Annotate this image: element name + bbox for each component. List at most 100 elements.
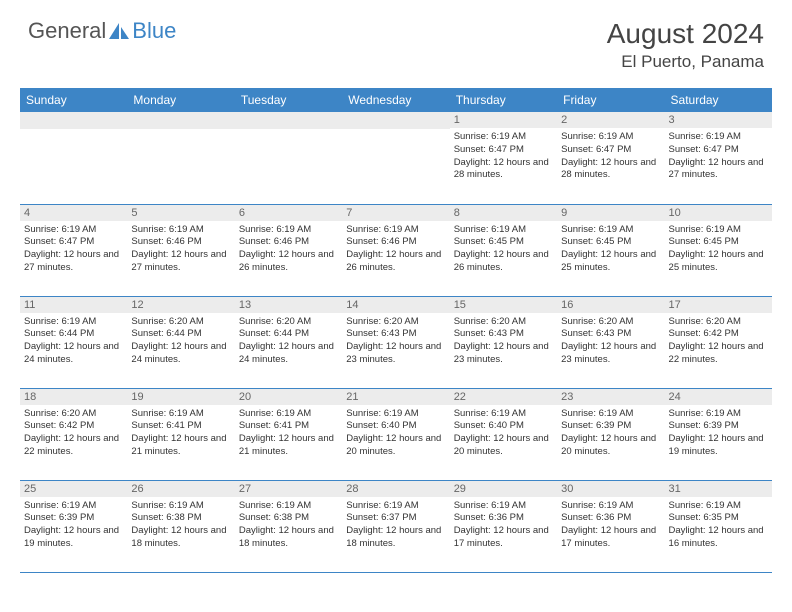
day-details: Sunrise: 6:19 AMSunset: 6:36 PMDaylight:… [454,500,553,551]
daylight-text: Daylight: 12 hours and 24 minutes. [24,341,123,367]
day-details: Sunrise: 6:19 AMSunset: 6:46 PMDaylight:… [131,224,230,275]
day-details: Sunrise: 6:20 AMSunset: 6:42 PMDaylight:… [24,408,123,459]
day-details: Sunrise: 6:19 AMSunset: 6:38 PMDaylight:… [131,500,230,551]
calendar-day-cell: 12Sunrise: 6:20 AMSunset: 6:44 PMDayligh… [127,296,234,388]
calendar-day-cell: 13 Sunrise: 6:20 AMSunset: 6:44 PMDayligh… [235,296,342,388]
calendar-day-cell: 6Sunrise: 6:19 AMSunset: 6:46 PMDaylight… [235,204,342,296]
sunrise-text: Sunrise: 6:20 AM [561,316,660,329]
calendar-day-cell: 10 Sunrise: 6:19 AMSunset: 6:45 PMDayligh… [665,204,772,296]
calendar-day-cell: 4Sunrise: 6:19 AMSunset: 6:47 PMDaylight… [20,204,127,296]
header: General Blue August 2024 El Puerto, Pana… [0,0,792,80]
sunrise-text: Sunrise: 6:19 AM [561,500,660,513]
calendar-day-cell: 18Sunrise: 6:20 AMSunset: 6:42 PMDayligh… [20,388,127,480]
sunset-text: Sunset: 6:46 PM [131,236,230,249]
sunset-text: Sunset: 6:45 PM [454,236,553,249]
sunrise-text: Sunrise: 6:19 AM [24,316,123,329]
day-number: 12 [127,297,234,313]
day-number: 17 [665,297,772,313]
weekday-header: Thursday [450,88,557,112]
sunset-text: Sunset: 6:44 PM [24,328,123,341]
daylight-text: Daylight: 12 hours and 21 minutes. [239,433,338,459]
calendar-day-cell: 31Sunrise: 6:19 AMSunset: 6:35 PMDayligh… [665,480,772,572]
calendar-week-row: 11Sunrise: 6:19 AMSunset: 6:44 PMDayligh… [20,296,772,388]
sunrise-text: Sunrise: 6:19 AM [131,500,230,513]
daylight-text: Daylight: 12 hours and 27 minutes. [131,249,230,275]
day-number: 7 [342,205,449,221]
sunset-text: Sunset: 6:44 PM [239,328,338,341]
logo-sail-icon [108,22,130,40]
calendar-day-cell: 29 Sunrise: 6:19 AMSunset: 6:36 PMDayligh… [450,480,557,572]
calendar-day-cell: 9Sunrise: 6:19 AMSunset: 6:45 PMDaylight… [557,204,664,296]
day-number: 10 [665,205,772,221]
sunset-text: Sunset: 6:41 PM [131,420,230,433]
daylight-text: Daylight: 12 hours and 25 minutes. [669,249,768,275]
calendar-day-cell: 23Sunrise: 6:19 AMSunset: 6:39 PMDayligh… [557,388,664,480]
sunrise-text: Sunrise: 6:19 AM [239,408,338,421]
sunrise-text: Sunrise: 6:20 AM [239,316,338,329]
sunrise-text: Sunrise: 6:19 AM [239,224,338,237]
day-number: 1 [450,112,557,128]
sunset-text: Sunset: 6:44 PM [131,328,230,341]
sunrise-text: Sunrise: 6:20 AM [131,316,230,329]
calendar-day-cell: 24 Sunrise: 6:19 AMSunset: 6:39 PMDayligh… [665,388,772,480]
logo-text-general: General [28,18,106,44]
daylight-text: Daylight: 12 hours and 24 minutes. [239,341,338,367]
weekday-header: Monday [127,88,234,112]
sunset-text: Sunset: 6:38 PM [239,512,338,525]
sunset-text: Sunset: 6:46 PM [239,236,338,249]
sunrise-text: Sunrise: 6:19 AM [346,408,445,421]
day-details: Sunrise: 6:20 AMSunset: 6:44 PMDaylight:… [239,316,338,367]
day-number: 20 [235,389,342,405]
day-details: Sunrise: 6:19 AMSunset: 6:45 PMDaylight:… [669,224,768,275]
calendar-day-cell: 11Sunrise: 6:19 AMSunset: 6:44 PMDayligh… [20,296,127,388]
calendar-day-cell: 2Sunrise: 6:19 AMSunset: 6:47 PMDaylight… [557,112,664,204]
calendar-day-cell: 22Sunrise: 6:19 AMSunset: 6:40 PMDayligh… [450,388,557,480]
day-number: 25 [20,481,127,497]
calendar-day-cell: 20Sunrise: 6:19 AMSunset: 6:41 PMDayligh… [235,388,342,480]
calendar-week-row: 4Sunrise: 6:19 AMSunset: 6:47 PMDaylight… [20,204,772,296]
daylight-text: Daylight: 12 hours and 27 minutes. [669,157,768,183]
sunrise-text: Sunrise: 6:19 AM [346,500,445,513]
sunrise-text: Sunrise: 6:19 AM [561,408,660,421]
month-title: August 2024 [607,18,764,50]
calendar-day-cell: 15Sunrise: 6:20 AMSunset: 6:43 PMDayligh… [450,296,557,388]
weekday-header: Saturday [665,88,772,112]
sunset-text: Sunset: 6:43 PM [346,328,445,341]
day-number: 16 [557,297,664,313]
daylight-text: Daylight: 12 hours and 27 minutes. [24,249,123,275]
day-number: 3 [665,112,772,128]
day-number: 24 [665,389,772,405]
sunrise-text: Sunrise: 6:19 AM [454,224,553,237]
daylight-text: Daylight: 12 hours and 18 minutes. [346,525,445,551]
weekday-header: Tuesday [235,88,342,112]
sunrise-text: Sunrise: 6:19 AM [669,131,768,144]
day-details: Sunrise: 6:20 AMSunset: 6:43 PMDaylight:… [454,316,553,367]
calendar-day-cell: 1Sunrise: 6:19 AMSunset: 6:47 PMDaylight… [450,112,557,204]
sunset-text: Sunset: 6:47 PM [24,236,123,249]
sunrise-text: Sunrise: 6:19 AM [24,224,123,237]
day-number: 2 [557,112,664,128]
day-details: Sunrise: 6:19 AMSunset: 6:45 PMDaylight:… [454,224,553,275]
calendar-day-cell: 3Sunrise: 6:19 AMSunset: 6:47 PMDaylight… [665,112,772,204]
daylight-text: Daylight: 12 hours and 26 minutes. [346,249,445,275]
day-details: Sunrise: 6:19 AMSunset: 6:39 PMDaylight:… [669,408,768,459]
day-number: 13 [235,297,342,313]
sunset-text: Sunset: 6:35 PM [669,512,768,525]
daylight-text: Daylight: 12 hours and 23 minutes. [346,341,445,367]
sunrise-text: Sunrise: 6:19 AM [669,500,768,513]
sunset-text: Sunset: 6:47 PM [454,144,553,157]
sunrise-text: Sunrise: 6:19 AM [346,224,445,237]
logo: General Blue [28,18,176,44]
logo-text-blue: Blue [132,18,176,44]
calendar-day-cell: 26Sunrise: 6:19 AMSunset: 6:38 PMDayligh… [127,480,234,572]
day-details: Sunrise: 6:20 AMSunset: 6:43 PMDaylight:… [561,316,660,367]
sunset-text: Sunset: 6:36 PM [561,512,660,525]
day-details: Sunrise: 6:19 AMSunset: 6:37 PMDaylight:… [346,500,445,551]
sunrise-text: Sunrise: 6:20 AM [346,316,445,329]
daylight-text: Daylight: 12 hours and 20 minutes. [346,433,445,459]
calendar-day-cell [235,112,342,204]
sunset-text: Sunset: 6:47 PM [561,144,660,157]
day-number: 29 [450,481,557,497]
calendar-day-cell: 16 Sunrise: 6:20 AMSunset: 6:43 PMDayligh… [557,296,664,388]
sunset-text: Sunset: 6:43 PM [454,328,553,341]
